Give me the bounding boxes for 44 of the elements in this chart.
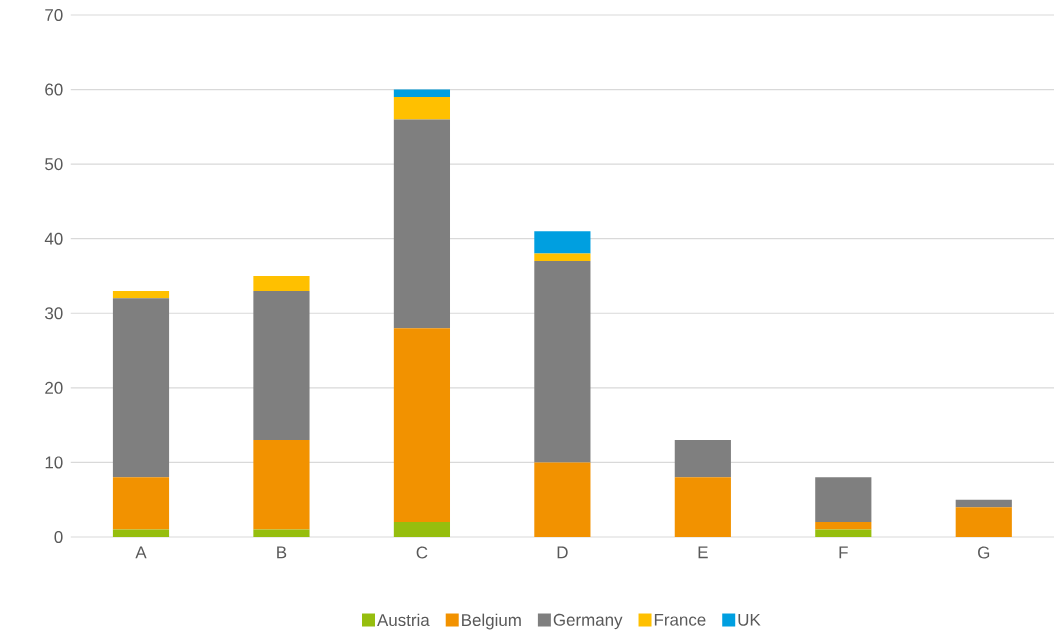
y-tick-label: 50	[45, 158, 63, 171]
y-tick-label: 40	[44, 232, 63, 245]
bar	[393, 328, 451, 523]
x-tick-label: D	[557, 546, 568, 559]
bar	[393, 97, 451, 120]
legend-label: UK	[738, 613, 761, 626]
bar	[674, 477, 731, 537]
x-tick-label: F	[839, 546, 848, 559]
y-tick-label: 30	[45, 307, 63, 320]
bar	[815, 477, 872, 523]
bar	[393, 522, 451, 537]
bar	[534, 261, 591, 463]
bar	[112, 529, 170, 537]
bar	[112, 477, 170, 530]
bar	[815, 529, 872, 537]
bar	[253, 290, 310, 441]
y-tick-label: 20	[45, 381, 63, 394]
x-tick-label: G	[978, 546, 990, 559]
bar	[534, 253, 591, 262]
y-tick-label: 10	[45, 456, 63, 469]
bar	[815, 522, 872, 530]
x-tick-label: E	[698, 546, 708, 559]
bar	[393, 89, 451, 98]
legend-label: France	[654, 613, 706, 626]
y-tick-label: 0	[54, 530, 63, 543]
bar	[674, 440, 731, 478]
bar	[534, 231, 591, 254]
bar	[253, 275, 310, 291]
y-tick-label: 70	[45, 8, 63, 21]
bar	[393, 119, 451, 329]
legend-label: Belgium	[462, 613, 521, 630]
x-tick-label: A	[135, 546, 147, 559]
bar	[955, 507, 1012, 537]
bar	[112, 290, 170, 299]
bar	[253, 440, 310, 530]
legend-label: Austria	[377, 613, 430, 627]
bar	[112, 298, 170, 478]
y-tick-label: 60	[45, 83, 63, 96]
legend-label: Germany	[553, 613, 623, 630]
bar	[534, 462, 591, 537]
x-tick-label: B	[277, 546, 287, 559]
bar	[253, 529, 310, 537]
bar	[955, 499, 1012, 508]
x-tick-label: C	[416, 546, 428, 559]
